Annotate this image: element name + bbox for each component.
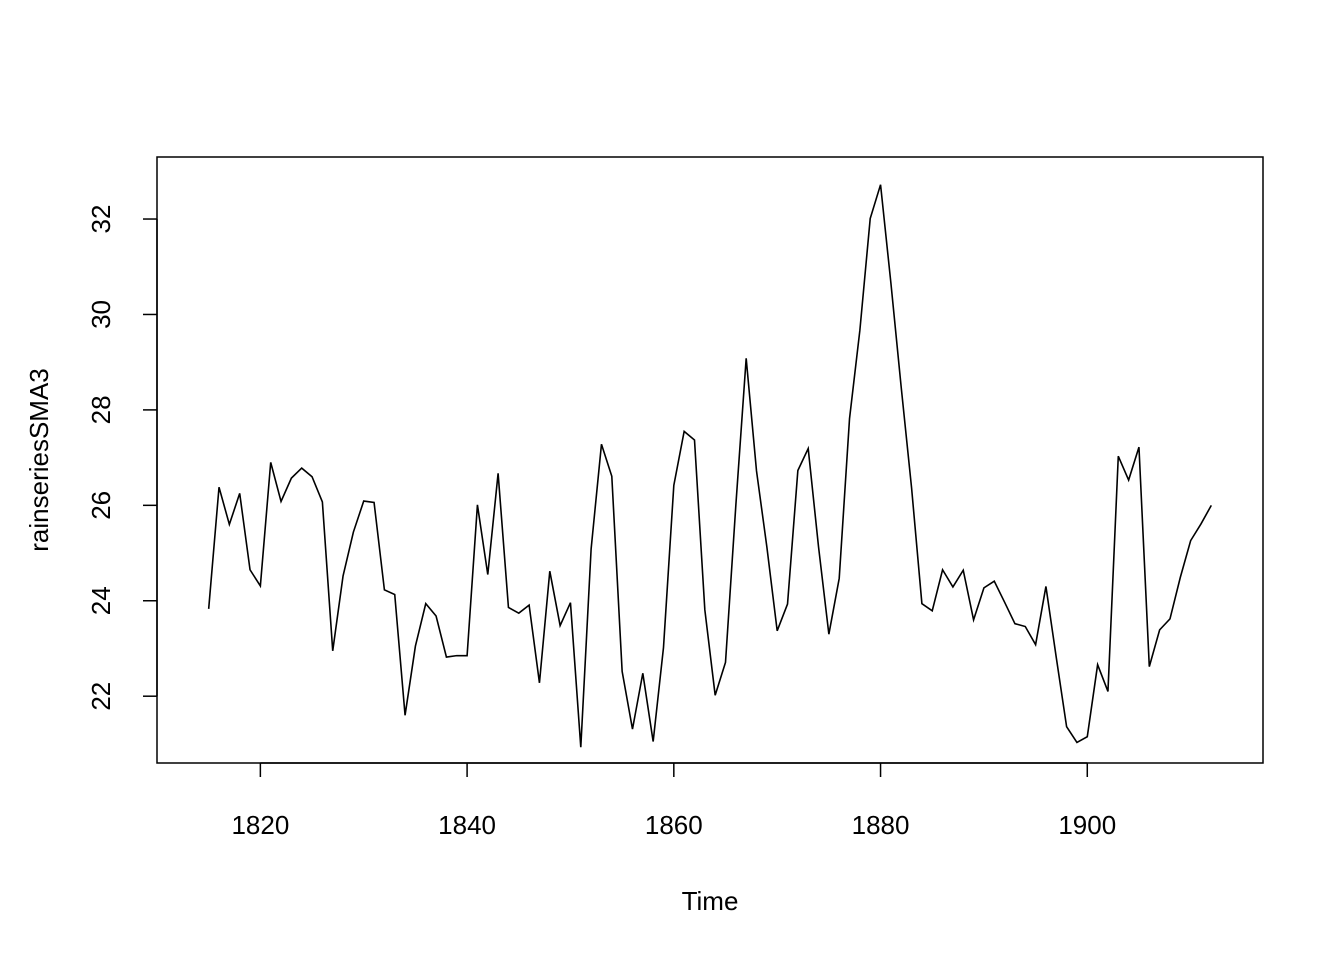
x-axis-title: Time [682,886,739,916]
y-tick-label: 28 [86,395,116,424]
x-tick-label: 1900 [1058,810,1116,840]
y-tick-label: 22 [86,682,116,711]
y-axis: 22 24 26 28 30 32 [86,205,158,711]
y-axis-title: rainseriesSMA3 [24,368,54,552]
x-tick-label: 1860 [645,810,703,840]
series-line [207,184,1213,748]
x-tick-label: 1880 [852,810,910,840]
series-layer [207,184,1213,748]
y-tick-label: 32 [86,205,116,234]
x-tick-label: 1820 [231,810,289,840]
y-tick-label: 24 [86,586,116,615]
y-tick-label: 30 [86,300,116,329]
x-tick-label: 1840 [438,810,496,840]
x-axis: 1820 1840 1860 1880 1900 [231,762,1116,840]
y-tick-label: 26 [86,491,116,520]
